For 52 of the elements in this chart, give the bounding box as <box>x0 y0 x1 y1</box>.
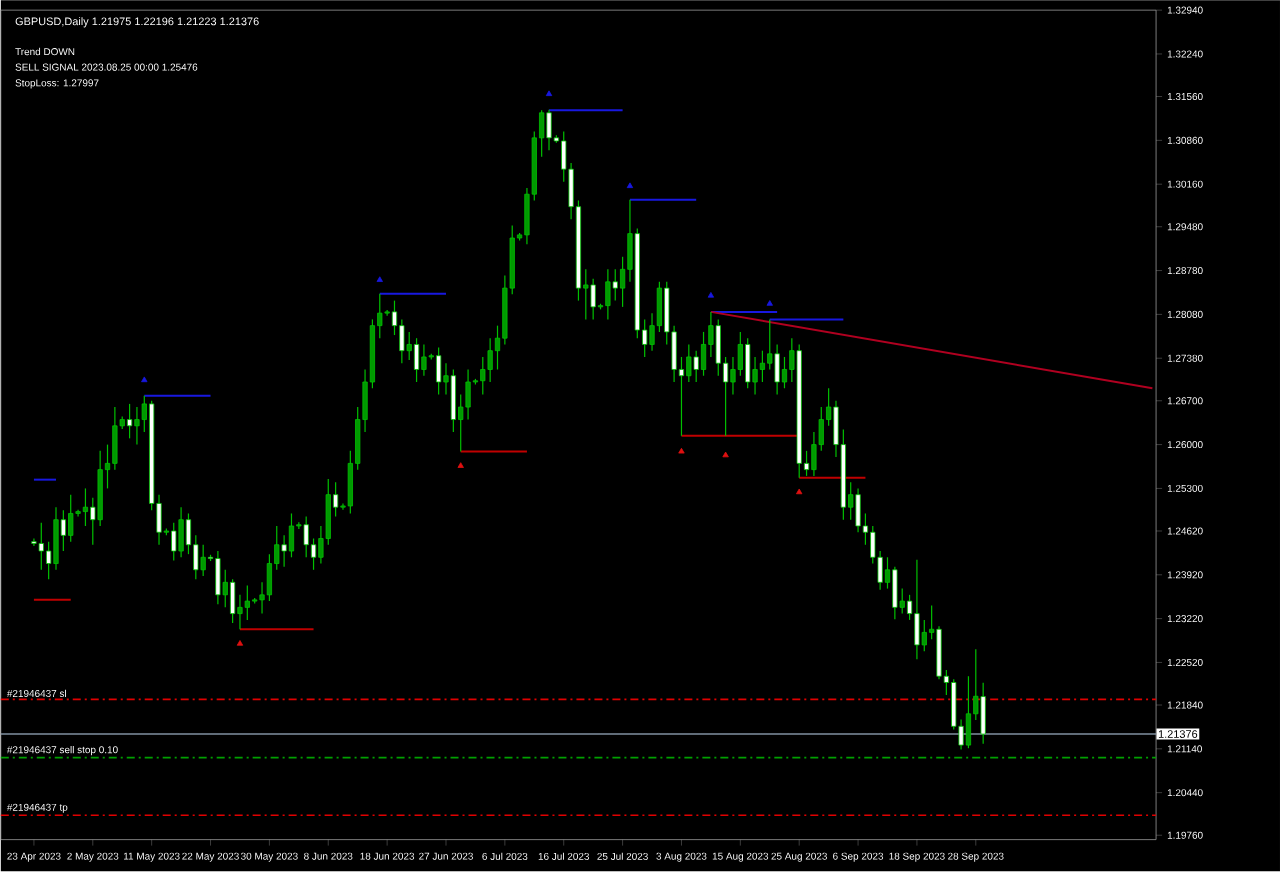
point <box>626 182 634 189</box>
candlestick <box>421 344 427 377</box>
candlestick <box>68 494 74 543</box>
candlestick <box>112 406 118 471</box>
candlestick <box>781 356 788 390</box>
candlestick <box>774 344 780 396</box>
candlestick <box>413 337 420 383</box>
candlestick <box>612 268 618 302</box>
point <box>236 640 244 646</box>
candlestick <box>700 331 707 377</box>
candlestick <box>230 578 236 624</box>
candlestick <box>200 544 206 577</box>
point <box>796 488 803 495</box>
point <box>545 90 553 97</box>
point <box>457 462 464 469</box>
point <box>141 376 148 383</box>
candlestick <box>745 337 751 390</box>
candlestick <box>892 566 898 621</box>
candlestick <box>980 682 986 745</box>
candlestick <box>171 522 177 562</box>
candlestick <box>590 278 596 321</box>
point <box>766 300 773 306</box>
candlestick <box>134 406 140 446</box>
point <box>722 451 729 458</box>
candlestick <box>126 403 133 440</box>
candlestick <box>855 488 861 534</box>
candlestick <box>936 625 942 681</box>
candlestick <box>715 318 721 377</box>
candlestick <box>965 675 972 749</box>
candlestick <box>546 109 552 152</box>
candlestick <box>215 550 221 606</box>
point <box>707 292 715 298</box>
candlestick <box>686 344 692 383</box>
point <box>678 448 685 454</box>
candlestick <box>399 318 405 364</box>
candlestick <box>303 516 309 559</box>
candlestick <box>82 488 89 527</box>
point <box>376 276 383 283</box>
candlestick <box>605 268 611 321</box>
candlestick <box>465 369 471 421</box>
candlestick <box>38 522 44 571</box>
candlestick <box>450 369 456 433</box>
candlestick <box>53 506 59 571</box>
candlestick <box>244 585 250 621</box>
candlestick <box>487 337 493 383</box>
candlestick <box>288 513 295 559</box>
candlestick <box>693 350 699 383</box>
candlestick <box>759 350 766 383</box>
candlestick <box>921 619 927 652</box>
candlestick <box>178 506 184 559</box>
candlestick <box>914 559 920 661</box>
candlestick <box>436 347 442 396</box>
